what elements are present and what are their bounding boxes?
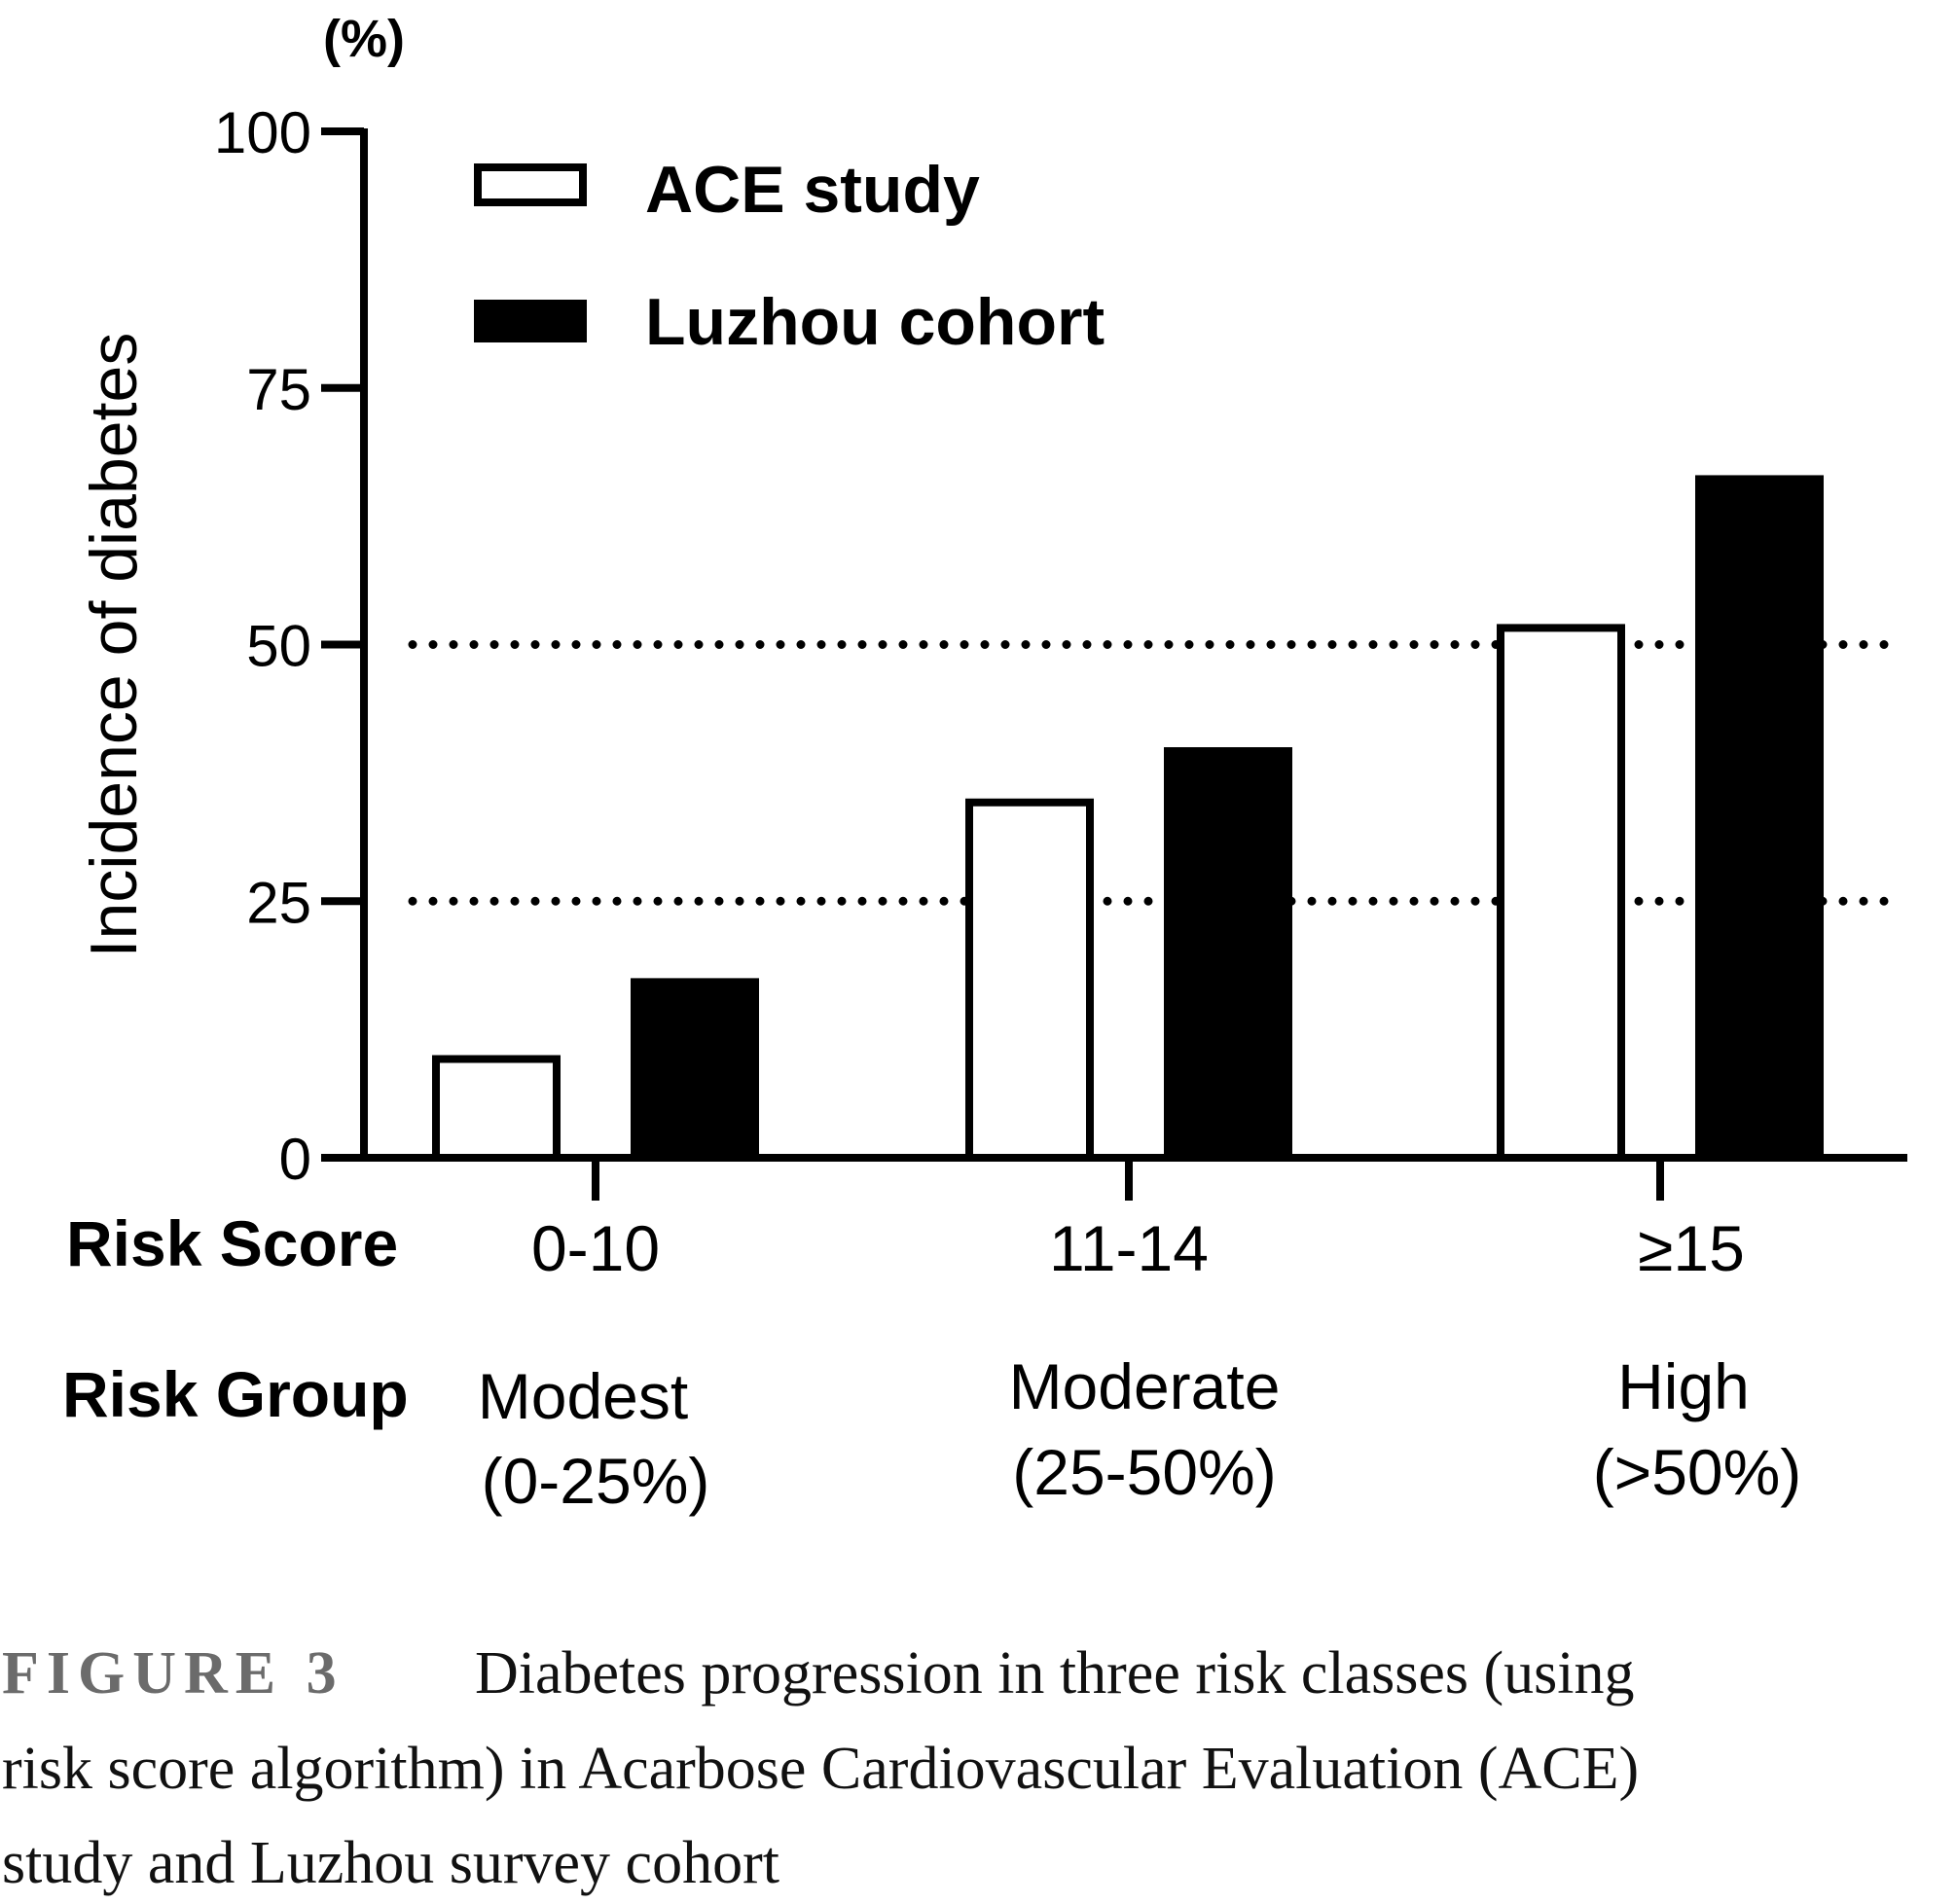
caption-line-3: study and Luzhou survey cohort (2, 1830, 779, 1896)
risk-group-header: Risk Group (62, 1358, 409, 1430)
y-tick-label-75: 75 (246, 357, 311, 422)
risk-group-name-moderate: Moderate (1009, 1350, 1281, 1422)
bar-ace-2 (1497, 624, 1625, 1162)
bar-luzhou-1 (1164, 747, 1292, 1162)
caption-figure-label: FIGURE 3 (2, 1640, 344, 1706)
bars (432, 475, 1824, 1162)
risk-group-range-high: (>50%) (1593, 1436, 1802, 1508)
caption-line-1: Diabetes progression in three risk class… (475, 1640, 1635, 1706)
legend: ACE study Luzhou cohort (474, 153, 1105, 359)
y-tick-label-25: 25 (246, 870, 311, 935)
caption-line-2: risk score algorithm) in Acarbose Cardio… (2, 1736, 1639, 1802)
svg-text:FIGURE 3: FIGURE 3 (2, 1640, 344, 1706)
risk-group-range-moderate: (25-50%) (1012, 1436, 1276, 1508)
bar-luzhou-0 (631, 978, 759, 1162)
risk-group-range-modest: (0-25%) (482, 1445, 710, 1517)
risk-group-name-high: High (1617, 1350, 1750, 1422)
category-label-11-14: 11-14 (1049, 1212, 1209, 1284)
legend-label-ace: ACE study (645, 153, 980, 227)
category-label-15-plus: ≥15 (1638, 1212, 1745, 1284)
risk-group-name-modest: Modest (478, 1360, 688, 1432)
category-label-0-10: 0-10 (531, 1212, 660, 1284)
figure-caption: FIGURE 3 Diabetes progression in three r… (2, 1640, 1639, 1896)
x-ticks (592, 1158, 1664, 1201)
y-unit-label: (%) (323, 10, 405, 68)
risk-score-header: Risk Score (66, 1207, 398, 1279)
y-ticks: 0 25 50 75 100 (214, 100, 364, 1192)
legend-label-luzhou: Luzhou cohort (645, 285, 1105, 359)
y-tick-label-50: 50 (246, 614, 311, 679)
bar-luzhou-2 (1695, 475, 1824, 1162)
bar-ace-0 (432, 1055, 561, 1162)
bar-ace-1 (965, 798, 1094, 1162)
y-axis-title: Incidence of diabetes (77, 333, 151, 958)
y-tick-label-0: 0 (279, 1127, 311, 1192)
legend-swatch-ace (474, 163, 587, 206)
reference-lines (408, 640, 1893, 906)
legend-swatch-luzhou (474, 300, 587, 342)
y-tick-label-100: 100 (214, 100, 311, 165)
